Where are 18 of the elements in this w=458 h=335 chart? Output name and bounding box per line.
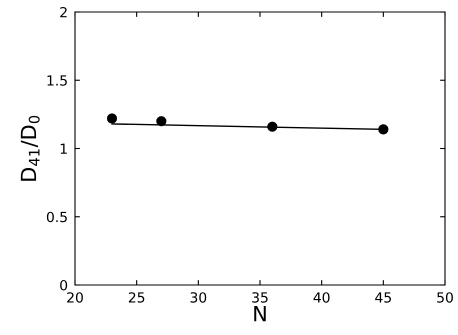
y-tick-label: 1 xyxy=(60,144,67,154)
y-tick-label: 1.5 xyxy=(47,75,67,86)
y-tick-label: 0 xyxy=(60,280,68,290)
x-tick-label: 30 xyxy=(190,292,206,303)
x-tick-label: 45 xyxy=(375,292,391,303)
x-tick-label: 20 xyxy=(67,292,83,303)
y-axis-title: D$_{41}$/D$_{0}$ xyxy=(20,116,40,181)
point xyxy=(106,113,118,124)
x-tick-label: 40 xyxy=(314,292,330,303)
x-tick-label: 50 xyxy=(437,292,453,303)
point xyxy=(267,122,278,132)
point xyxy=(156,116,166,126)
x-axis-title: N xyxy=(254,306,266,322)
point xyxy=(378,124,388,134)
y-tick-label: 2 xyxy=(60,6,67,18)
x-tick-label: 35 xyxy=(252,292,268,303)
x-tick-label: 25 xyxy=(128,292,144,303)
y-tick-label: 0.5 xyxy=(46,212,67,222)
